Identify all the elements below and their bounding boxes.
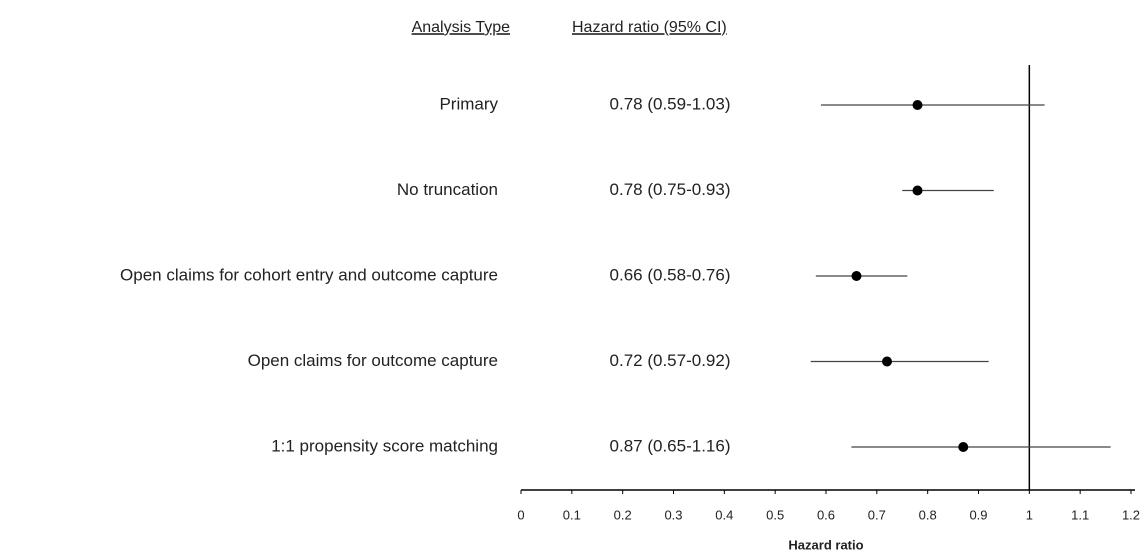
point-estimate xyxy=(912,100,923,110)
x-tick-label: 1.1 xyxy=(1071,507,1089,522)
x-axis-label: Hazard ratio xyxy=(788,537,863,552)
column-header: Hazard ratio (95% CI) xyxy=(572,19,727,36)
x-tick-label: 1.2 xyxy=(1122,507,1140,522)
point-estimate xyxy=(882,356,892,367)
x-tick-label: 0.7 xyxy=(868,507,886,522)
row-label: 1:1 propensity score matching xyxy=(271,436,498,455)
hr-label: 0.72 (0.57-0.92) xyxy=(610,351,731,370)
column-header: Analysis Type xyxy=(412,19,511,36)
x-tick-label: 0.6 xyxy=(817,507,835,522)
row-label: No truncation xyxy=(397,180,498,199)
x-tick-label: 0.8 xyxy=(919,507,937,522)
point-estimate xyxy=(912,185,923,196)
x-tick-label: 0.4 xyxy=(715,507,733,522)
x-tick-label: 0.3 xyxy=(664,507,682,522)
hr-label: 0.78 (0.59-1.03) xyxy=(610,94,731,113)
x-tick-label: 0.1 xyxy=(563,507,581,522)
x-tick-label: 0.2 xyxy=(614,507,632,522)
point-estimate xyxy=(958,442,969,452)
hr-label: 0.78 (0.75-0.93) xyxy=(610,180,731,199)
hr-label: 0.87 (0.65-1.16) xyxy=(610,436,731,455)
point-estimate xyxy=(851,271,862,281)
row-label: Open claims for outcome capture xyxy=(248,351,498,370)
x-tick-label: 1 xyxy=(1026,507,1033,522)
x-tick-label: 0.9 xyxy=(969,507,987,522)
row-label: Open claims for cohort entry and outcome… xyxy=(120,265,498,284)
hr-label: 0.66 (0.58-0.76) xyxy=(610,265,731,284)
row-label: Primary xyxy=(439,94,498,113)
x-tick-label: 0.5 xyxy=(766,507,784,522)
x-tick-label: 0 xyxy=(517,507,524,522)
